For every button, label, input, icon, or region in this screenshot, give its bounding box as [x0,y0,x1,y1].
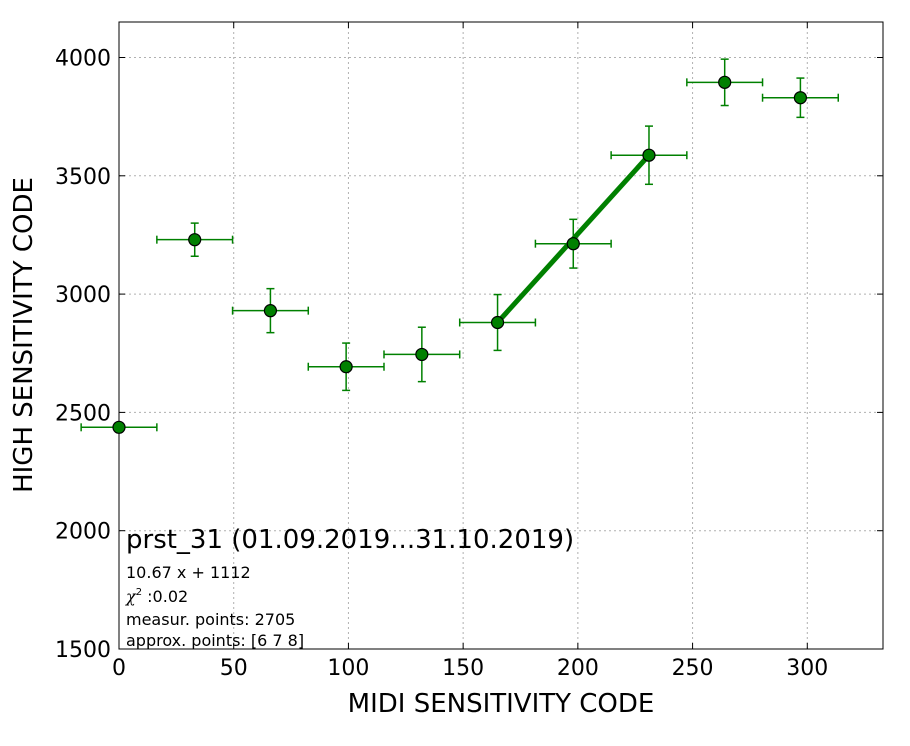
data-point [566,237,580,251]
x-tick-label: 300 [786,656,828,681]
chi2-symbol: χ [125,587,137,606]
y-tick-labels: 1500 2000 2500 3000 3500 4000 [55,46,111,663]
y-tick-label: 4000 [55,46,111,71]
annotation-measur-points: measur. points: 2705 [126,610,295,629]
data-point [188,233,202,247]
data-point [263,304,278,318]
x-tick-label: 100 [327,656,369,681]
axis-ticks [118,22,883,650]
data-point [339,360,353,374]
data-point [718,75,732,89]
y-tick-label: 2000 [55,520,111,545]
data-point [490,315,505,330]
data-point [415,347,429,362]
x-tick-label: 0 [112,656,126,681]
plot-area-frame [118,21,884,650]
y-tick-label: 3000 [55,283,111,308]
x-axis-title: MIDI SENSITIVITY CODE [348,689,655,719]
annotation-equation: 10.67 x + 1112 [126,563,251,582]
chi2-exponent: 2 [136,587,142,598]
x-tick-label: 50 [220,656,248,681]
data-point [642,148,656,162]
x-tick-labels: 0 50 100 150 200 250 300 [112,656,828,681]
y-tick-label: 3500 [55,165,111,190]
x-tick-label: 250 [672,656,714,681]
data-point [793,91,808,105]
data-point [112,420,126,434]
chi2-value: :0.02 [142,587,188,606]
y-tick-label: 2500 [55,401,111,426]
x-tick-label: 150 [442,656,484,681]
x-tick-label: 200 [557,656,599,681]
annotation-chi2: χ2 :0.02 [125,587,188,606]
annotation-title: prst_31 (01.09.2019...31.10.2019) [126,525,574,555]
data-points [112,75,808,434]
y-axis-title: HIGH SENSITIVITY CODE [9,177,39,493]
y-tick-label: 1500 [55,638,111,663]
annotation-approx-points: approx. points: [6 7 8] [126,631,304,650]
